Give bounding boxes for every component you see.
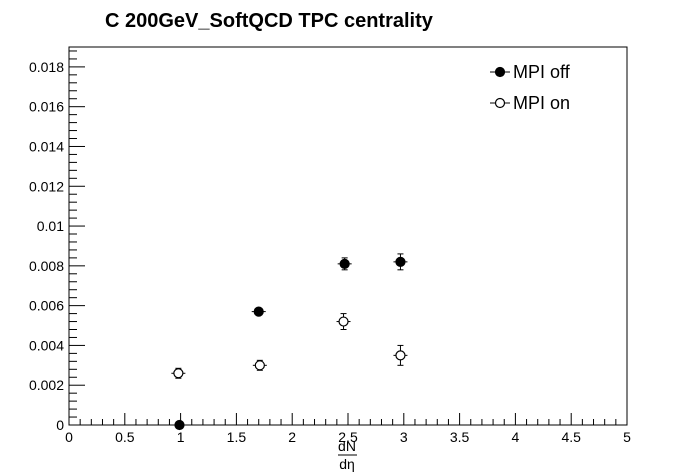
marker [395,350,406,361]
legend-label: MPI on [513,93,570,113]
y-tick-label: 0.002 [29,377,64,393]
mpi-on-point [336,313,351,331]
data-points [171,253,408,431]
marker [173,368,184,379]
legend-marker [494,66,506,78]
x-tick-label: 3 [400,429,408,445]
mpi-off-point [393,253,408,271]
x-tick-label: 2 [288,429,296,445]
mpi-on-point [252,359,267,371]
marker [339,258,350,269]
marker [395,256,406,267]
mpi-on-point [171,367,186,379]
legend-entry: MPI on [490,93,570,113]
x-tick-label: 1.5 [227,429,247,445]
legend-label: MPI off [513,62,571,82]
y-tick-label: 0.012 [29,178,64,194]
x-tick-label: 4 [512,429,520,445]
y-tick-label: 0.014 [29,138,64,154]
marker [174,419,185,431]
y-tick-label: 0.004 [29,337,64,353]
legend-entry: MPI off [490,62,571,82]
x-axis-label-denominator: dη [339,456,355,472]
x-tick-label: 3.5 [450,429,470,445]
mpi-off-point [337,257,352,271]
y-tick-label: 0.018 [29,59,64,75]
y-tick-label: 0 [56,417,64,433]
x-axis-label-numerator: dN [338,438,356,454]
x-tick-label: 0.5 [115,429,135,445]
x-tick-label: 4.5 [561,429,581,445]
x-tick-label: 2.5 [338,429,358,445]
x-tick-label: 1 [177,429,185,445]
mpi-off-point [172,419,187,431]
mpi-off-point [251,306,266,317]
x-axis-label: dN dη [338,438,357,472]
y-tick-label: 0.016 [29,99,64,115]
y-tick-label: 0.006 [29,298,64,314]
y-axis: 0 0.002 0.004 0.006 0.008 0.01 0.012 0.014 0.016… [29,50,85,433]
marker [253,306,264,317]
y-tick-label: 0.01 [37,218,64,234]
marker [254,360,265,371]
y-tick-label: 0.008 [29,258,64,274]
x-axis: 0 0.5 1 1.5 2 2.5 3 3.5 4 4.5 5 [65,413,631,445]
x-tick-label: 5 [623,429,631,445]
mpi-on-point [393,344,408,366]
legend-marker [494,97,506,109]
marker [338,316,349,327]
chart-title: C 200GeV_SoftQCD TPC centrality [105,10,434,32]
x-tick-label: 0 [65,429,73,445]
legend: MPI off MPI on [490,62,571,113]
